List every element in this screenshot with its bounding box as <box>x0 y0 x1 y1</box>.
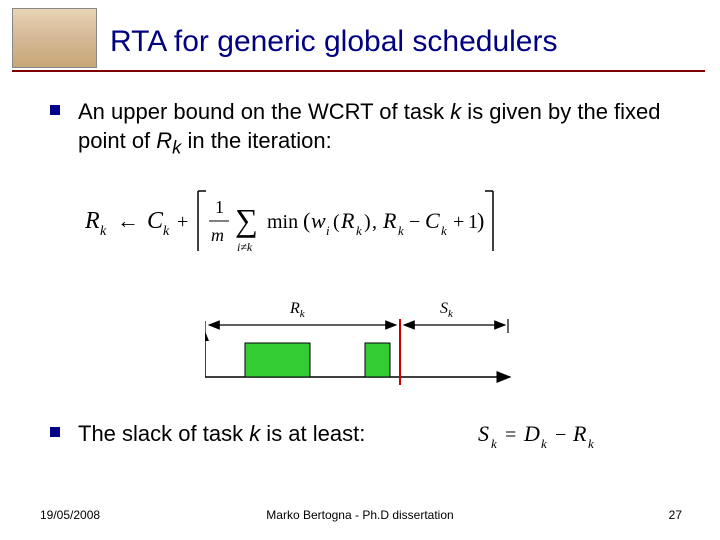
bullet-2-text: The slack of task k is at least: <box>78 420 365 449</box>
timing-diagram: Rk Sk <box>205 295 515 390</box>
svg-text:C: C <box>147 208 164 234</box>
bullet-square-icon <box>50 427 60 437</box>
svg-text:,: , <box>372 211 377 233</box>
svg-text:+: + <box>177 211 188 233</box>
svg-text:C: C <box>425 208 440 233</box>
svg-text:k: k <box>441 223 447 238</box>
svg-text:S: S <box>478 421 489 446</box>
svg-text:−: − <box>409 211 420 233</box>
logo-image <box>12 8 97 68</box>
svg-text:=: = <box>505 424 516 446</box>
svg-text:Rk: Rk <box>289 300 306 320</box>
svg-text:(: ( <box>303 208 310 233</box>
page-number: 27 <box>669 508 682 522</box>
svg-text:k: k <box>100 224 107 239</box>
bullet-1: An upper bound on the WCRT of task k is … <box>50 98 680 159</box>
svg-text:+: + <box>453 211 464 233</box>
svg-text:D: D <box>523 421 540 446</box>
svg-text:Sk: Sk <box>440 300 454 320</box>
svg-text:k: k <box>163 224 170 239</box>
svg-text:min: min <box>267 211 298 233</box>
svg-text:∑: ∑ <box>235 202 258 238</box>
svg-text:R: R <box>572 421 587 446</box>
title-underline <box>12 70 705 72</box>
footer: 19/05/2008 Marko Bertogna - Ph.D dissert… <box>0 508 720 528</box>
bullet-1-text: An upper bound on the WCRT of task k is … <box>78 98 680 159</box>
svg-text:k: k <box>398 223 404 238</box>
svg-text:←: ← <box>117 208 139 233</box>
svg-text:R: R <box>85 208 100 234</box>
main-formula: R k ← C k + 1 m ∑ i≠k min ( w i ( R k ) … <box>85 185 520 259</box>
slack-formula: S k = D k − R k <box>478 421 638 450</box>
slide-title: RTA for generic global schedulers <box>110 25 690 59</box>
svg-text:): ) <box>364 211 371 233</box>
svg-text:k: k <box>541 436 547 450</box>
footer-author: Marko Bertogna - Ph.D dissertation <box>0 508 720 522</box>
svg-text:i≠k: i≠k <box>237 240 253 254</box>
svg-text:m: m <box>211 225 224 245</box>
svg-text:w: w <box>311 208 326 233</box>
exec-block-1 <box>245 343 310 377</box>
svg-text:(: ( <box>333 211 340 233</box>
svg-text:R: R <box>340 208 355 233</box>
exec-block-2 <box>365 343 390 377</box>
svg-text:k: k <box>491 436 497 450</box>
svg-text:): ) <box>477 208 484 233</box>
svg-text:i: i <box>326 223 330 238</box>
bullet-2: The slack of task k is at least: <box>50 420 365 449</box>
svg-text:−: − <box>555 424 566 446</box>
svg-text:1: 1 <box>215 197 224 217</box>
bullet-square-icon <box>50 105 60 115</box>
svg-text:k: k <box>588 436 594 450</box>
svg-text:k: k <box>356 223 362 238</box>
svg-text:R: R <box>382 208 397 233</box>
